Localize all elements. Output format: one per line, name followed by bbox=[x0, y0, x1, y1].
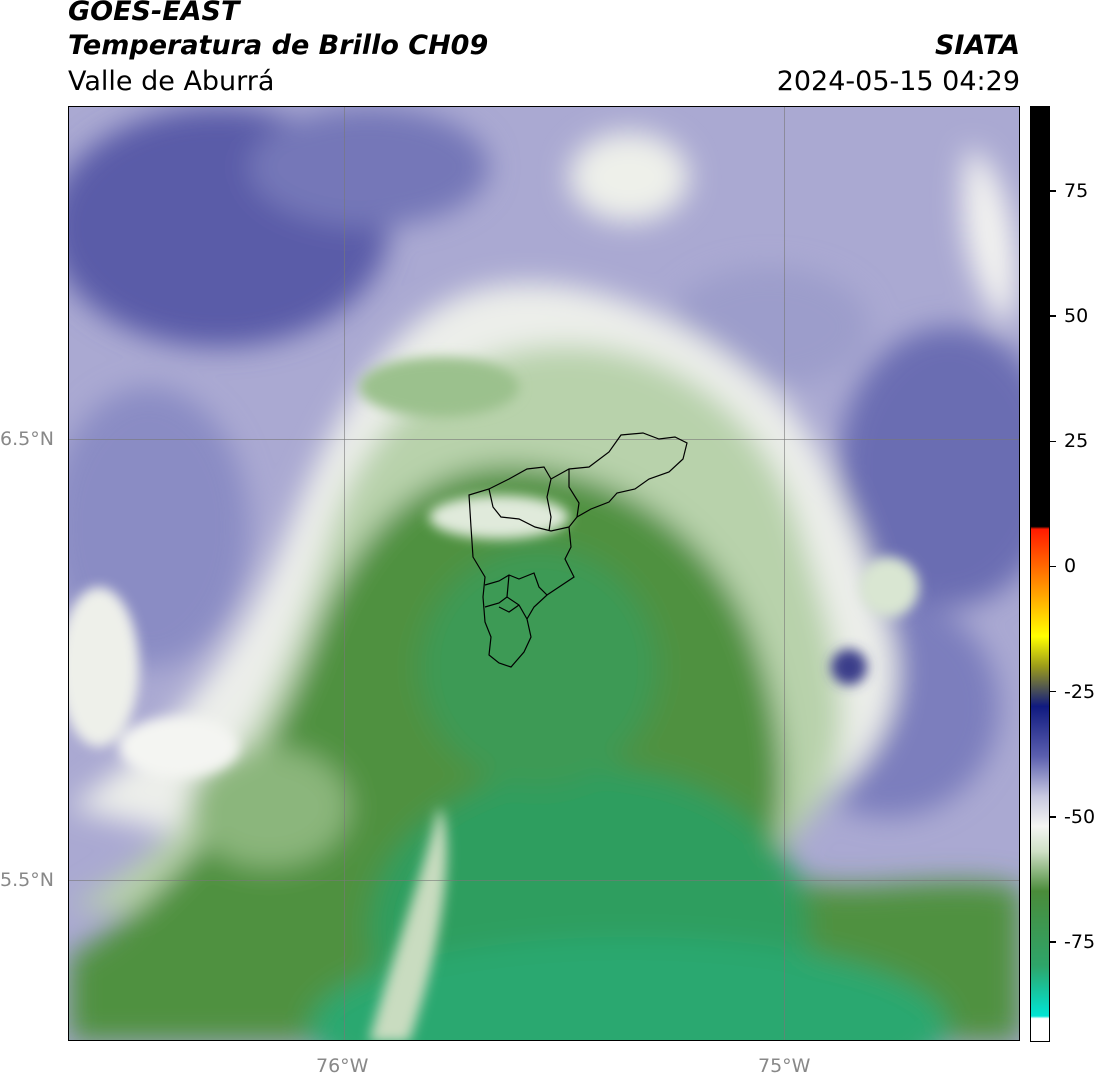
meridian-gridline bbox=[344, 107, 345, 1040]
municipality-boundaries bbox=[468, 432, 688, 668]
satellite-title: GOES-EAST bbox=[68, 0, 240, 27]
datetime-label: 2024-05-15 04:29 bbox=[776, 66, 1020, 97]
colorbar-tick-label: 50 bbox=[1064, 305, 1089, 328]
parallel-gridline bbox=[69, 439, 1019, 440]
colorbar-tick bbox=[1050, 565, 1056, 568]
org-label: SIATA bbox=[934, 30, 1020, 61]
colorbar-tick-label: 25 bbox=[1064, 430, 1089, 453]
product-title: Temperatura de Brillo CH09 bbox=[68, 30, 489, 61]
satellite-map[interactable] bbox=[68, 106, 1020, 1041]
region-label: Valle de Aburrá bbox=[68, 66, 275, 97]
colorbar-tick-label: -25 bbox=[1064, 680, 1094, 703]
colorbar-tick-label: -75 bbox=[1064, 930, 1094, 953]
colorbar bbox=[1030, 106, 1050, 1042]
colorbar-tick-label: -50 bbox=[1064, 805, 1094, 828]
lon-label-75w: 75°W bbox=[758, 1055, 811, 1077]
colorbar-tick-label: 0 bbox=[1064, 555, 1077, 578]
colorbar-tick-label: 75 bbox=[1064, 180, 1089, 203]
lon-label-76w: 76°W bbox=[316, 1055, 369, 1077]
meridian-gridline bbox=[784, 107, 785, 1040]
colorbar-tick bbox=[1050, 941, 1056, 943]
colorbar-tick bbox=[1050, 690, 1056, 693]
lat-label-6-5n: 6.5°N bbox=[0, 428, 54, 450]
colorbar-tick bbox=[1050, 816, 1056, 818]
colorbar-tick bbox=[1050, 440, 1056, 443]
colorbar-tick bbox=[1050, 190, 1056, 192]
lat-label-5-5n: 5.5°N bbox=[0, 869, 54, 891]
brightness-temperature-field bbox=[69, 107, 1019, 1040]
colorbar-tick bbox=[1050, 315, 1056, 317]
parallel-gridline bbox=[69, 880, 1019, 881]
